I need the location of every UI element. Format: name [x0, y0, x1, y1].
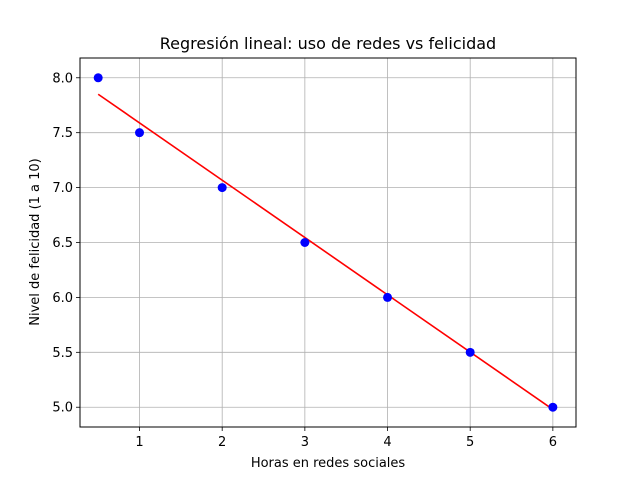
x-tick-label: 2 [218, 435, 226, 450]
y-tick-label: 7.0 [52, 181, 73, 196]
data-point [548, 402, 558, 412]
y-tick-label: 5.0 [52, 401, 73, 416]
data-point [383, 292, 393, 302]
data-point [300, 238, 310, 247]
x-tick-label: 1 [135, 435, 143, 450]
x-axis-ticks: 1 2 3 4 5 6 [135, 427, 557, 450]
x-tick-label: 5 [466, 435, 474, 450]
data-point [465, 347, 475, 357]
x-axis-label: Horas en redes sociales [251, 456, 406, 471]
y-tick-label: 6.0 [52, 291, 73, 306]
y-axis-ticks: 5.0 5.5 6.0 6.5 7.0 7.5 8.0 [52, 71, 80, 416]
data-point [93, 73, 103, 83]
data-point [135, 128, 145, 138]
x-tick-label: 6 [549, 435, 557, 450]
y-tick-label: 7.5 [52, 126, 73, 141]
regression-line-layer [97, 93, 554, 411]
scatter-points [93, 73, 558, 412]
x-tick-label: 4 [383, 435, 391, 450]
chart-title: Regresión lineal: uso de redes vs felici… [160, 34, 496, 53]
y-tick-label: 5.5 [52, 346, 73, 361]
data-point [217, 183, 227, 193]
y-axis-label: Nivel de felicidad (1 a 10) [28, 158, 43, 326]
grid [80, 58, 576, 427]
regression-line [97, 93, 554, 411]
x-tick-label: 3 [301, 435, 309, 450]
y-tick-label: 8.0 [52, 71, 73, 86]
y-tick-label: 6.5 [52, 236, 73, 251]
